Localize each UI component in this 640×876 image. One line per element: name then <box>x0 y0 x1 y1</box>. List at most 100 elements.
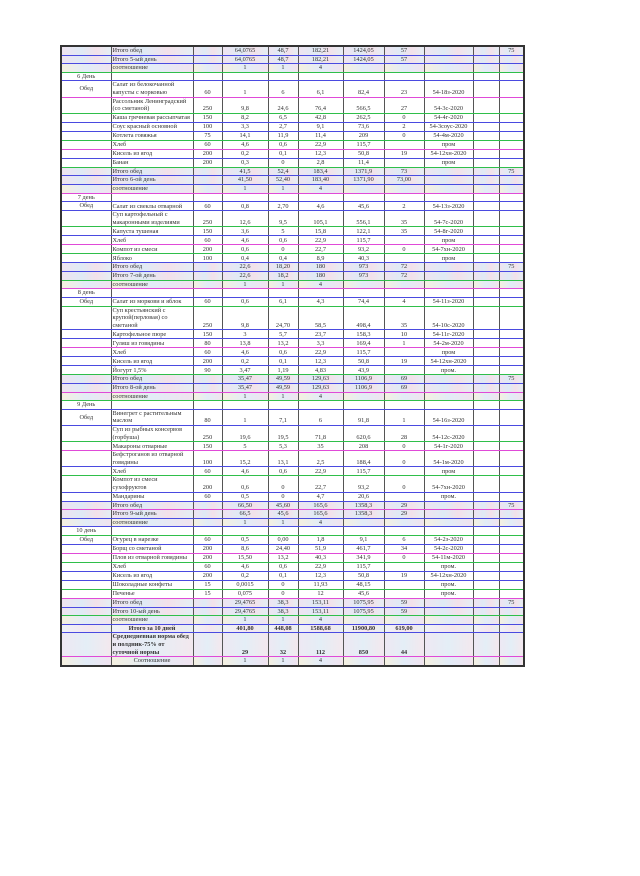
cell-protein: 1 <box>221 183 269 194</box>
cell-meal <box>60 475 112 493</box>
table-row: Хлеб 60 4,6 0,6 22,9 115,7 пром <box>60 139 525 150</box>
cell-kcal <box>342 391 385 402</box>
cell-kcal: 43,9 <box>342 365 385 376</box>
cell-blank <box>472 296 500 307</box>
cell-carbs: 4 <box>297 615 344 625</box>
cell-blank <box>472 175 500 185</box>
cell-dish: Макароны отварные <box>110 441 194 452</box>
cell-blank <box>472 534 500 545</box>
cell-vitamin-c <box>383 157 425 168</box>
cell-fat: 13,2 <box>267 552 299 563</box>
cell-fat: 0,1 <box>267 356 299 367</box>
cell-weight: 250 <box>192 210 223 228</box>
cell-percent <box>498 561 525 572</box>
cell-percent <box>498 121 525 132</box>
cell-kcal: 169,4 <box>342 338 385 349</box>
cell-carbs: 4 <box>297 279 344 290</box>
cell-recipe: 54-11з-2020 <box>423 296 474 307</box>
cell-protein: 0,2 <box>221 356 269 367</box>
cell-recipe <box>423 175 474 185</box>
cell-carbs: 22,9 <box>297 561 344 572</box>
cell-carbs: 180 <box>297 270 344 281</box>
cell-blank <box>472 441 500 452</box>
cell-carbs: 182,21 <box>297 54 344 65</box>
cell-percent <box>498 588 525 599</box>
cell-percent <box>498 491 525 502</box>
cell-percent <box>498 450 525 468</box>
cell-weight: 200 <box>192 570 223 581</box>
cell-percent <box>498 400 525 410</box>
cell-kcal: 93,2 <box>342 475 385 493</box>
table-row: Кисель из ягод 200 0,2 0,1 12,3 50,8 19 54-12хн… <box>60 570 525 581</box>
cell-dish: Итого 5-ый день <box>110 54 194 65</box>
cell-vitamin-c: 27 <box>383 96 425 114</box>
cell-protein: 401,80 <box>221 623 269 634</box>
cell-blank <box>472 71 500 82</box>
cell-protein: 4,6 <box>221 235 269 246</box>
cell-dish: Суп из рыбных консервов (горбуша) <box>110 425 194 443</box>
cell-vitamin-c <box>383 656 425 667</box>
cell-recipe: 54-7с-2020 <box>423 210 474 228</box>
table-row: Обед Винегрет с растительным маслом 80 1 7,1… <box>60 408 525 427</box>
cell-weight <box>192 517 223 528</box>
cell-percent <box>498 466 525 477</box>
cell-percent <box>498 71 525 82</box>
cell-fat: 52,40 <box>267 175 299 185</box>
table-row: Котлета говяжья 75 14,1 11,9 11,4 209 0 54-4м-2… <box>60 130 525 141</box>
cell-percent <box>498 226 525 237</box>
cell-protein: 15,50 <box>221 552 269 563</box>
cell-protein: 4,6 <box>221 561 269 572</box>
cell-fat: 32 <box>267 632 299 658</box>
cell-kcal: 1371,90 <box>342 175 385 185</box>
cell-meal <box>60 425 112 443</box>
cell-fat: 0 <box>267 588 299 599</box>
cell-protein: 0,8 <box>221 201 269 212</box>
cell-kcal: 115,7 <box>342 466 385 477</box>
cell-blank <box>472 552 500 563</box>
cell-protein: 0,0015 <box>221 579 269 590</box>
cell-fat <box>267 288 299 298</box>
cell-fat: 48,7 <box>267 54 299 65</box>
cell-dish: Борщ со сметаной <box>110 543 194 554</box>
cell-weight: 60 <box>192 235 223 246</box>
cell-percent <box>498 130 525 141</box>
cell-kcal <box>342 71 385 82</box>
cell-fat: 0,6 <box>267 347 299 358</box>
cell-fat: 0,6 <box>267 139 299 150</box>
cell-protein: 1 <box>221 656 269 667</box>
cell-protein: 0,4 <box>221 253 269 264</box>
cell-meal <box>60 166 112 177</box>
table-row: Банан 200 0,3 0 2,8 11,4 пром <box>60 157 525 168</box>
menu-nutrition-table: Итого обед 64,0765 48,7 182,21 1424,05 57 75 Ит… <box>60 45 525 667</box>
cell-carbs <box>297 192 344 203</box>
cell-recipe: 54-1г-2020 <box>423 441 474 452</box>
table-row: Хлеб 60 4,6 0,6 22,9 115,7 пром <box>60 347 525 358</box>
cell-protein: 66,50 <box>221 500 269 511</box>
table-row: Суп из рыбных консервов (горбуша) 250 19,6… <box>60 425 525 443</box>
table-row: Компот из смеси 200 0,6 0 22,7 93,2 0 54-7хн-20… <box>60 244 525 255</box>
cell-fat: 45,6 <box>267 509 299 519</box>
total-row: Итого обед 22,6 18,20 180 973 72 75 <box>60 262 525 272</box>
cell-blank <box>472 270 500 281</box>
cell-protein: 35,47 <box>221 383 269 393</box>
cell-recipe <box>423 45 474 56</box>
table-row: Кисель из ягод 200 0,2 0,1 12,3 50,8 19 54-12хн… <box>60 356 525 367</box>
total-row: Итого обед 66,50 45,60 165,6 1358,3 29 75 <box>60 500 525 511</box>
cell-protein: 8,6 <box>221 543 269 554</box>
cell-recipe <box>423 400 474 410</box>
cell-protein: 14,1 <box>221 130 269 141</box>
cell-weight <box>192 623 223 634</box>
cell-kcal: 11,4 <box>342 157 385 168</box>
cell-carbs: 22,7 <box>297 244 344 255</box>
cell-kcal: 973 <box>342 270 385 281</box>
cell-recipe <box>423 374 474 385</box>
cell-carbs: 165,6 <box>297 509 344 519</box>
cell-blank <box>472 253 500 264</box>
cell-percent: 75 <box>498 597 525 608</box>
cell-protein: 35,47 <box>221 374 269 385</box>
cell-blank <box>472 80 500 98</box>
cell-kcal: 1358,3 <box>342 509 385 519</box>
cell-kcal: 498,4 <box>342 305 385 331</box>
cell-weight <box>192 500 223 511</box>
total-row: Итого обед 29,4765 38,3 153,11 1075,95 59 75 <box>60 597 525 608</box>
